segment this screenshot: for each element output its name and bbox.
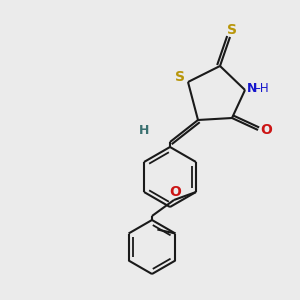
Text: O: O xyxy=(169,185,181,199)
Text: S: S xyxy=(175,70,185,84)
Text: O: O xyxy=(260,123,272,137)
Text: H: H xyxy=(139,124,149,136)
Text: S: S xyxy=(227,23,237,37)
Text: N: N xyxy=(247,82,257,94)
Text: –H: –H xyxy=(255,82,269,94)
